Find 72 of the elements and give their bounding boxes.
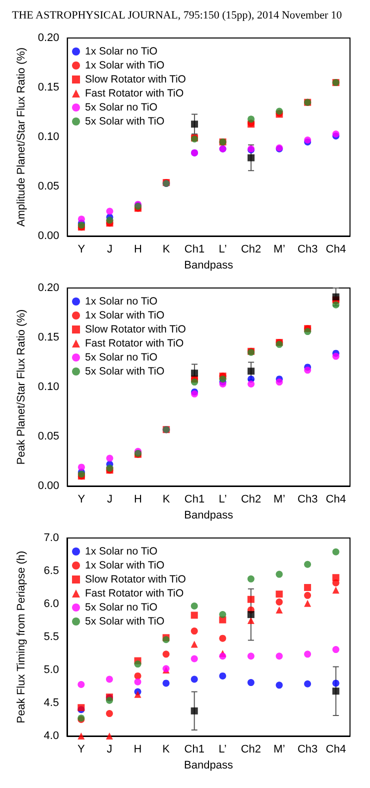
y-tick-label: 0.05 (38, 180, 60, 192)
x-tick-label: J (106, 244, 112, 256)
text: THE ASTROPHYSICAL JOURNAL, 795:150 (15pp), 2014 November 10 (12, 10, 342, 22)
x-tick-label: H (134, 244, 142, 256)
x-tick-label: Ch4 (326, 494, 346, 506)
x-tick-label: Ch4 (326, 744, 346, 756)
x-tick-label: M’ (274, 494, 286, 506)
legend-label: 5x Solar with TiO (85, 366, 164, 378)
y-tick-label: 0.20 (38, 32, 60, 44)
legend-label: 1x Solar no TiO (85, 296, 158, 308)
x-tick-label: L’ (218, 494, 227, 506)
legend-label: Fast Rotator with TiO (85, 588, 184, 600)
x-tick-label: Ch3 (298, 494, 318, 506)
legend-label: Slow Rotator with TiO (85, 574, 186, 586)
x-tick-label: H (134, 494, 142, 506)
legend-label: Slow Rotator with TiO (85, 74, 186, 86)
legend-label: 5x Solar no TiO (85, 102, 158, 114)
legend-label: Fast Rotator with TiO (85, 88, 184, 100)
x-tick-label: Ch1 (184, 744, 204, 756)
x-tick-label: J (106, 494, 112, 506)
legend-label: 1x Solar with TiO (85, 60, 164, 72)
y-tick-label: 6.0 (44, 598, 59, 610)
x-axis-title: Bandpass (184, 759, 234, 772)
y-axis-title: Peak Planet/Star Flux Ratio (%) (16, 309, 28, 465)
legend-label: 5x Solar no TiO (85, 352, 158, 364)
y-tick-label: 0.20 (38, 282, 60, 294)
x-tick-label: Y (78, 494, 86, 506)
legend-label: 1x Solar with TiO (85, 560, 164, 572)
legend-label: 1x Solar with TiO (85, 310, 164, 322)
x-tick-label: J (106, 744, 112, 756)
y-tick-label: 0.15 (38, 332, 60, 344)
y-tick-label: 5.0 (44, 664, 59, 676)
x-tick-label: Ch2 (240, 244, 262, 256)
y-tick-label: 0.15 (38, 82, 60, 94)
x-tick-label: K (162, 494, 171, 506)
x-tick-label: L’ (218, 244, 227, 256)
legend-label: 1x Solar no TiO (85, 46, 158, 58)
y-tick-label: 0.05 (38, 430, 60, 442)
legend-label: 5x Solar with TiO (85, 116, 164, 128)
x-axis-title: Bandpass (184, 259, 234, 272)
y-tick-label: 7.0 (44, 532, 59, 544)
x-tick-label: H (134, 744, 142, 756)
y-tick-label: 4.0 (44, 730, 59, 742)
y-tick-label: 0.00 (38, 230, 60, 242)
x-tick-label: K (162, 744, 170, 756)
x-tick-label: Ch3 (297, 744, 318, 756)
x-tick-label: Y (77, 744, 86, 756)
x-tick-label: Ch1 (184, 244, 205, 256)
y-tick-label: 0.10 (38, 381, 60, 393)
x-tick-label: Ch4 (326, 244, 346, 256)
legend-label: 1x Solar no TiO (85, 546, 158, 558)
legend-label: 5x Solar with TiO (85, 616, 164, 628)
y-tick-label: 4.5 (44, 697, 59, 709)
x-tick-label: Ch1 (184, 494, 205, 506)
legend-label: Fast Rotator with TiO (85, 338, 184, 350)
x-axis-title: Bandpass (184, 509, 234, 522)
x-tick-label: Ch2 (240, 744, 262, 756)
y-axis-title: Peak Flux Timing from Periapse (h) (16, 550, 28, 724)
y-tick-label: 6.5 (44, 565, 59, 577)
legend-label: 5x Solar no TiO (85, 602, 158, 614)
x-tick-label: Ch3 (298, 244, 318, 256)
x-tick-label: Ch2 (240, 494, 262, 506)
x-tick-label: M’ (274, 244, 286, 256)
y-tick-label: 0.10 (38, 131, 60, 143)
x-tick-label: M’ (273, 744, 286, 756)
x-tick-label: Y (78, 244, 86, 256)
x-tick-label: K (162, 244, 171, 256)
y-axis-title: Amplitude Planet/Star Flux Ratio (%) (16, 47, 28, 227)
legend-label: Slow Rotator with TiO (85, 324, 186, 336)
y-tick-label: 0.00 (38, 480, 60, 492)
x-tick-label: L’ (218, 744, 227, 756)
y-tick-label: 5.5 (44, 631, 59, 643)
